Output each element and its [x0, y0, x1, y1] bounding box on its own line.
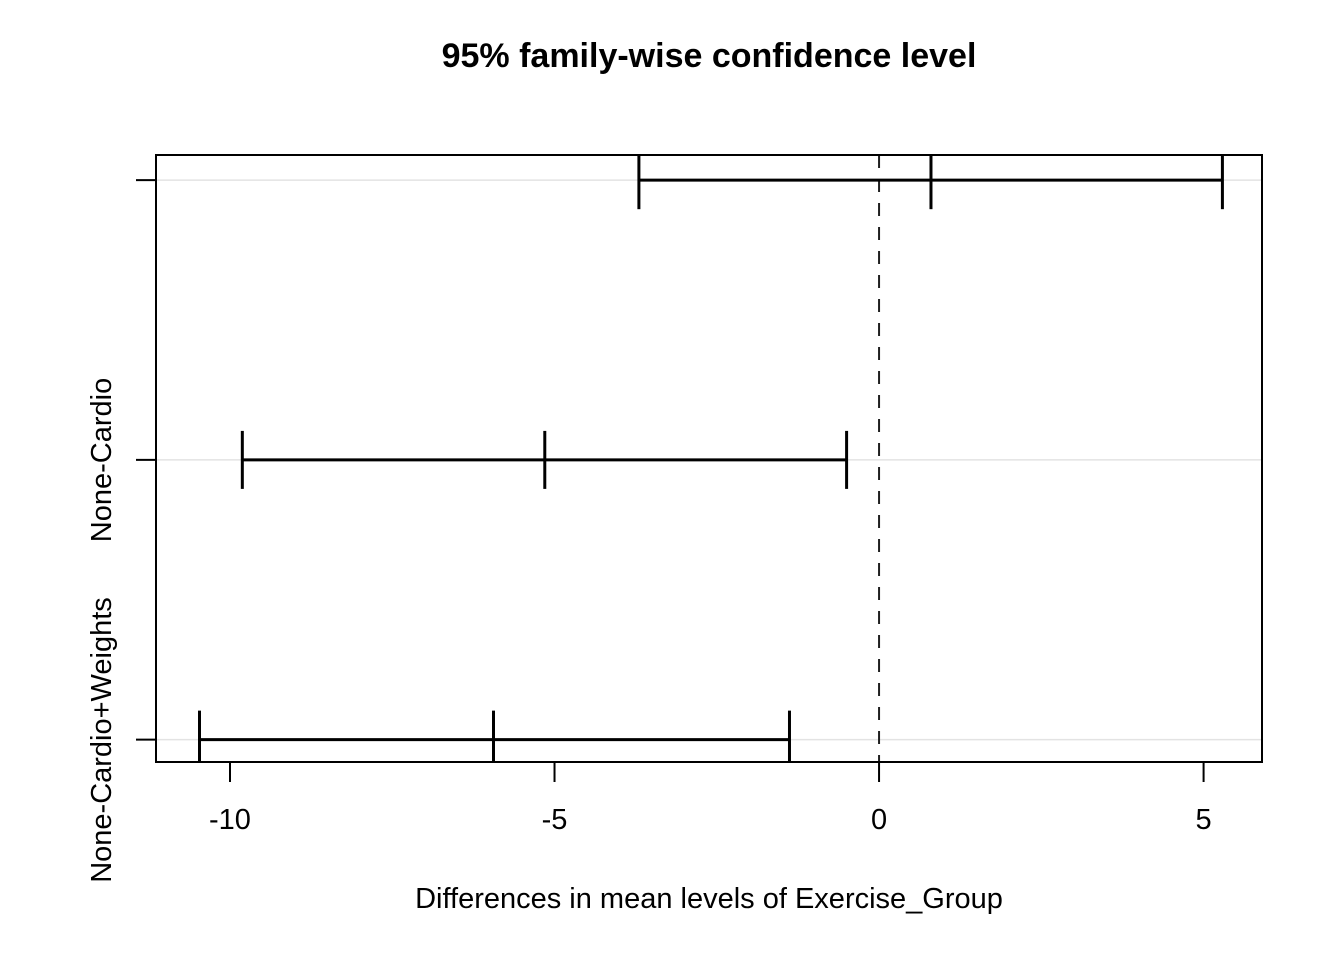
- x-tick-label: -10: [209, 804, 251, 836]
- x-axis-title: Differences in mean levels of Exercise_G…: [415, 883, 1003, 915]
- y-row-label: None-Cardio+Weights: [86, 596, 119, 883]
- y-row-label: None-Cardio: [86, 377, 119, 543]
- x-tick-label: -5: [541, 804, 568, 836]
- x-tick-label: 5: [1195, 804, 1212, 836]
- chart-title: 95% family-wise confidence level: [441, 37, 977, 75]
- x-tick-label: 0: [870, 804, 888, 836]
